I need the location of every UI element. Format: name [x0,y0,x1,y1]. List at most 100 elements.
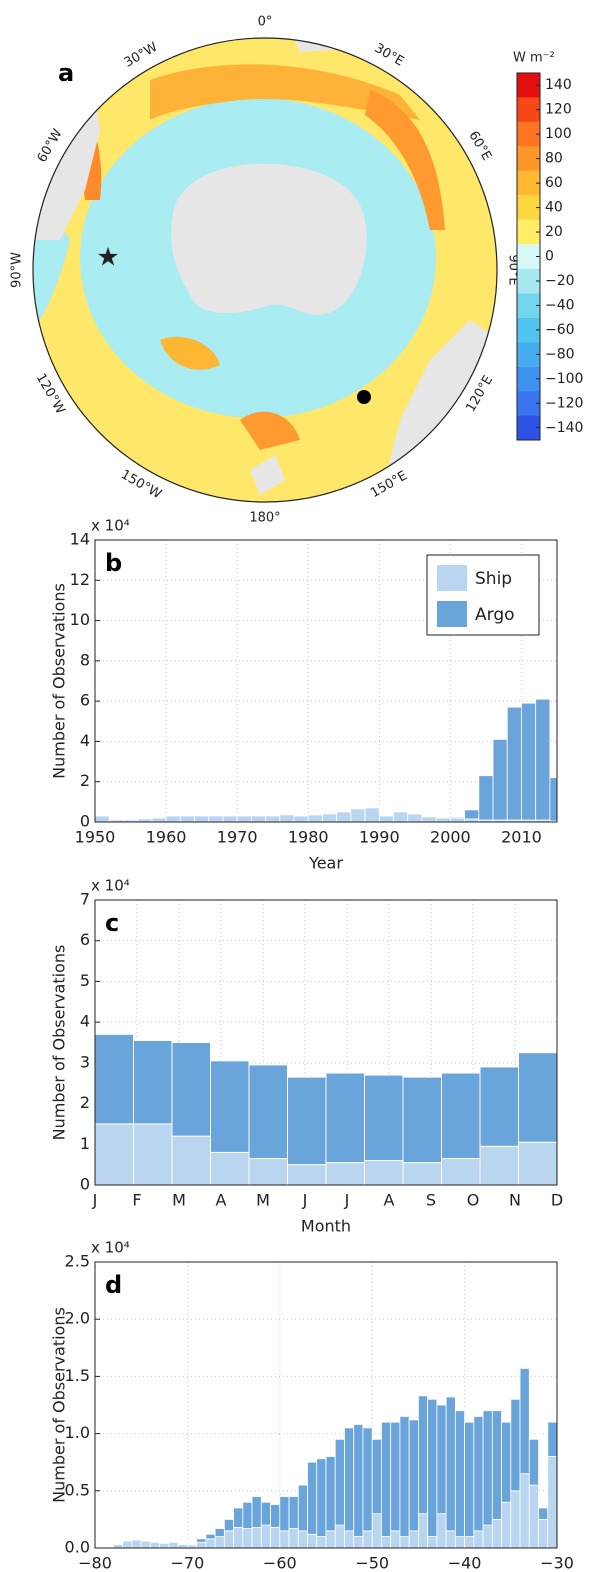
lon-label: 90°W [10,252,25,288]
bar-segment [236,815,252,822]
bar-segment [473,1530,484,1548]
bar-segment [171,1135,211,1186]
bars [95,698,557,822]
x-tick-label: O [467,1191,480,1210]
bar-segment [293,815,309,822]
y-tick-label: 2.5 [65,1252,90,1271]
bar-segment [325,1456,336,1532]
bar-segment [528,1438,539,1486]
colorbar-block [517,121,540,147]
bar-segment [353,1424,364,1537]
lon-label: 30°E [372,41,407,70]
y-axis-label: Number of Observations [50,1307,69,1503]
y-tick-label: 3 [80,1052,90,1071]
x-tick-label: J [344,1191,350,1210]
bar-segment [436,1513,447,1548]
panel-label: c [105,909,119,937]
legend-label: Argo [475,605,515,625]
bar-segment [421,816,437,822]
bar-segment [445,1530,456,1548]
bar-segment [491,1410,502,1520]
bar-segment [435,817,451,822]
x-tick-label: A [384,1191,395,1210]
y-tick-label: 0.0 [65,1538,90,1557]
bar-segment [334,1524,345,1548]
colorbar-block [517,97,540,122]
bar-segment [210,1151,250,1186]
bar-segment [364,807,380,822]
bar-segment [549,820,557,822]
bar-segment [316,1536,327,1548]
bar-segment [441,1072,481,1160]
x-tick-label: 1950 [75,828,116,847]
x-axis-label: Month [301,1217,351,1236]
colorbar-block [517,317,540,343]
bar-segment [297,1530,308,1548]
x-tick-label: 2010 [501,828,542,847]
cool-patch [33,229,70,330]
colorbar-tick-label: −140 [545,420,583,436]
bar-segment [362,1530,373,1548]
lon-label: 60°E [465,129,494,164]
y-tick-label: 8 [80,650,90,669]
x-tick-label: N [509,1191,521,1210]
bar-segment [408,1419,419,1532]
bar-segment [250,815,266,822]
bar-segment [350,808,366,822]
bar-segment [378,815,394,822]
bar-segment [196,1538,207,1543]
bar-segment [251,1496,262,1528]
legend-label: Ship [475,569,512,589]
bar-segment [265,815,281,822]
bar-segment [222,815,238,822]
warm-patch [150,64,420,120]
lon-label: 180° [249,511,280,526]
bar-segment [417,1395,429,1515]
bar-segment [307,814,323,822]
y-exponent: x 10⁴ [91,1239,130,1257]
bar-segment [381,1421,392,1537]
bar-segment [242,1528,253,1548]
bar-segment [233,1507,244,1528]
bar-segment [364,1160,404,1186]
bar-segment [223,1530,235,1548]
bar-segment [336,811,352,822]
y-exponent: x 10⁴ [91,517,130,535]
bar-segment [501,1421,512,1503]
colorbar-tick-label: −60 [545,322,575,338]
warm-patch [160,336,220,370]
bar-segment [94,1033,134,1125]
bar-segment [208,815,224,822]
colorbar-block [517,366,540,392]
bar-segment [441,1158,481,1186]
x-tick-label: −80 [78,1554,112,1572]
bar-segment [364,1074,404,1162]
bar-segment [427,1398,438,1537]
x-tick-label: J [302,1191,308,1210]
bar-segment [353,1536,364,1548]
bar-segment [94,1123,134,1186]
bar-segment [449,816,465,819]
bar-segment [179,815,195,822]
bar-segment [402,1162,442,1186]
bar-segment [547,1421,557,1457]
bar-segment [279,1496,290,1532]
bar-segment [165,815,181,822]
bar-segment [482,1524,493,1548]
bar-segment [393,811,409,822]
y-tick-label: 10 [70,610,90,629]
x-tick-label: −60 [263,1554,297,1572]
bar-segment [251,1527,262,1548]
y-tick-label: 0 [80,812,90,831]
bar-segment [307,1533,318,1548]
bar-segment [427,1536,438,1548]
bar-segment [362,1427,373,1532]
bar-segment [210,1060,250,1153]
bar-segment [133,1123,173,1186]
y-tick-label: 4 [80,731,90,750]
bar-segment [150,1541,161,1548]
x-tick-label: 1980 [288,828,329,847]
bar-segment [506,706,522,821]
